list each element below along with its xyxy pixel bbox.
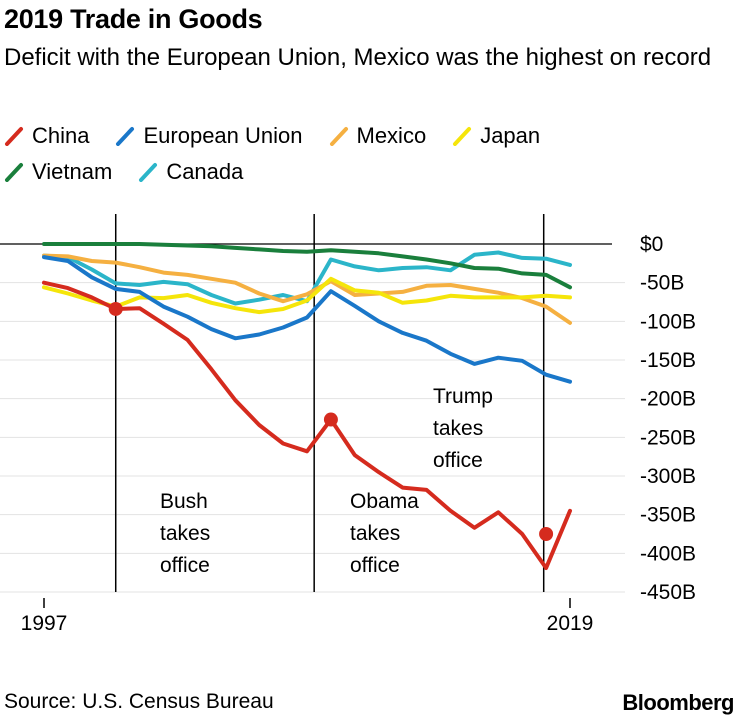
x-tick-label: 2019 [547,612,594,635]
legend-item-european-union: European Union [115,123,303,149]
chart-title: 2019 Trade in Goods [4,4,263,34]
y-tick-label: -200B [640,388,696,411]
y-tick-label: -450B [640,581,696,604]
legend-label: Vietnam [32,159,113,184]
series-line-vietnam [42,242,572,290]
bloomberg-logo: Bloomberg [622,690,734,715]
legend-label: European Union [143,123,303,148]
y-tick-label: -250B [640,426,696,449]
event-labels: Bush takes office Obama takes office Trump take… [160,385,493,577]
legend-swatch-icon [138,162,158,182]
series-line-european-union [42,255,572,384]
legend-item-japan: Japan [452,123,540,149]
series-line-china [42,280,572,570]
legend-swatch-icon [329,126,349,146]
y-tick-label: $0 [640,233,663,256]
y-tick-label: -350B [640,504,696,527]
y-tick-label: -400B [640,542,696,565]
line-chart: $0 -50B -100B -150B -200B -250B -300B -350B -400… [0,214,696,635]
y-axis-labels: $0 -50B -100B -150B -200B -250B -300B -350B -400… [640,233,696,604]
event-markers [108,301,554,541]
legend-item-china: China [4,123,89,149]
event-label-trump: Trump [433,385,493,408]
legend-row-2: Vietnam Canada [4,154,724,190]
x-axis: 1997 2019 [21,598,594,635]
event-label-bush: takes [160,522,210,545]
x-tick-label: 1997 [21,612,68,635]
event-label-bush: Bush [160,490,208,513]
y-tick-label: -50B [640,272,684,295]
source-note: Source: U.S. Census Bureau [4,690,274,713]
event-label-trump: office [433,449,483,472]
legend-label: China [32,123,90,148]
event-label-obama: Obama [350,490,419,513]
legend-swatch-icon [4,126,24,146]
event-marker [323,412,338,427]
legend-label: Mexico [356,123,427,148]
legend-swatch-icon [452,126,472,146]
legend-item-mexico: Mexico [329,123,427,149]
y-tick-label: -300B [640,465,696,488]
series-line-japan [42,276,572,315]
event-marker [539,527,554,541]
series-lines [42,242,572,570]
event-label-trump: takes [433,417,483,440]
y-tick-label: -150B [640,349,696,372]
y-tick-label: -100B [640,310,696,333]
event-label-bush: office [160,554,210,577]
legend-swatch-icon [115,126,135,146]
event-marker [108,301,123,316]
legend: China European Union Mexico Japan Vietnam Ca… [4,118,724,190]
event-label-obama: takes [350,522,400,545]
legend-label: Canada [166,159,244,184]
legend-item-canada: Canada [138,159,243,185]
legend-item-vietnam: Vietnam [4,159,112,185]
legend-row-1: China European Union Mexico Japan [4,118,724,154]
event-label-obama: office [350,554,400,577]
legend-label: Japan [480,123,541,148]
chart-subtitle: Deficit with the European Union, Mexico … [4,44,712,71]
series-line-mexico [42,253,572,325]
legend-swatch-icon [4,162,24,182]
